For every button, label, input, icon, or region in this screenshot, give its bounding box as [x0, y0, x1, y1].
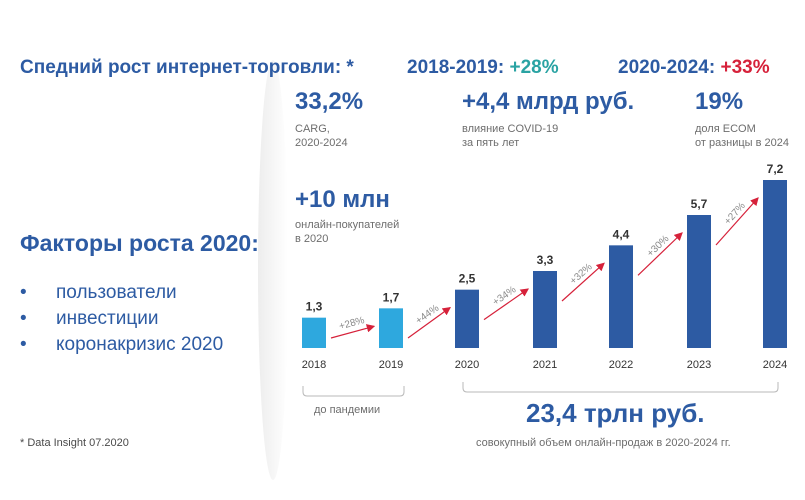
bar-2023	[687, 215, 711, 348]
bar-2022	[609, 245, 633, 348]
stat-covid-line2: за пять лет	[462, 137, 520, 149]
stat-ecom-value: 19%	[695, 88, 744, 115]
value-label-2018: 1,3	[306, 300, 323, 314]
footnote: * Data Insight 07.2020	[20, 437, 129, 449]
bar-2020	[455, 289, 479, 348]
category-label-2024: 2024	[763, 359, 787, 371]
value-label-2020: 2,5	[459, 272, 476, 286]
bar-2021	[533, 271, 557, 348]
pandemic-bracket	[462, 382, 779, 393]
growth-arrow	[561, 262, 605, 302]
pre-pandemic-label: до пандемии	[314, 404, 381, 416]
stat-cagr-line2: 2020-2024	[295, 137, 348, 149]
stat-ecom-line1: доля ECOM	[695, 123, 756, 135]
category-label-2020: 2020	[455, 359, 479, 371]
pre-pandemic-bracket	[302, 386, 405, 397]
value-label-2022: 4,4	[613, 227, 630, 241]
value-label-2024: 7,2	[767, 162, 784, 176]
stat-buyers: +10 млн онлайн-покупателей в 2020	[295, 186, 399, 246]
stat-covid: +4,4 млрд руб. влияние COVID-19 за пять …	[462, 88, 634, 150]
period2-label: 2020-2024:	[618, 57, 716, 78]
factor-item: • коронакризис 2020	[20, 334, 224, 355]
value-label-2023: 5,7	[691, 197, 708, 211]
bar-2024	[763, 180, 787, 348]
growth-arrow	[483, 288, 529, 321]
category-label-2022: 2022	[609, 359, 633, 371]
category-label-2021: 2021	[533, 359, 557, 371]
value-label-2019: 1,7	[383, 290, 400, 304]
stat-ecom: 19% доля ECOM от разницы в 2024	[695, 88, 789, 150]
period2: 2020-2024: +33%	[618, 57, 770, 79]
period1-label: 2018-2019:	[407, 57, 505, 78]
growth-arrow	[407, 306, 451, 339]
stat-buyers-line1: онлайн-покупателей	[295, 219, 400, 231]
value-label-2021: 3,3	[537, 253, 554, 267]
growth-arrow	[637, 232, 683, 276]
stat-covid-line1: влияние COVID-19	[462, 123, 559, 135]
divider-shadow	[258, 60, 288, 480]
period1-value: +28%	[509, 57, 559, 78]
stat-covid-value: +4,4 млрд руб.	[462, 88, 635, 115]
factor-list: • пользователи • инвестиции • коронакризис …	[20, 280, 223, 358]
period2-value: +33%	[720, 57, 770, 78]
bar-2019	[379, 308, 403, 348]
growth-arrow	[715, 197, 759, 246]
period1: 2018-2019: +28%	[407, 57, 559, 79]
total-caption: совокупный объем онлайн-продаж в 2020-20…	[476, 437, 731, 449]
category-label-2018: 2018	[302, 359, 326, 371]
stat-buyers-line2: в 2020	[295, 233, 329, 245]
total-value: 23,4 трлн руб.	[526, 398, 705, 428]
stat-ecom-line2: от разницы в 2024	[695, 137, 789, 149]
stat-cagr-value: 33,2%	[295, 88, 364, 115]
stat-cagr-line1: CARG,	[295, 123, 330, 135]
factor-item: • инвестиции	[20, 308, 159, 329]
factor-item: • пользователи	[20, 282, 177, 303]
factors-title: Факторы роста 2020:	[20, 230, 259, 256]
stat-cagr: 33,2% CARG, 2020-2024	[295, 88, 363, 150]
header-title: Спедний рост интернет-торговли: *	[20, 57, 354, 78]
stat-buyers-value: +10 млн	[295, 186, 390, 213]
bar-2018	[302, 317, 326, 348]
growth-arrow	[330, 324, 376, 339]
category-label-2019: 2019	[379, 359, 403, 371]
category-label-2023: 2023	[687, 359, 711, 371]
